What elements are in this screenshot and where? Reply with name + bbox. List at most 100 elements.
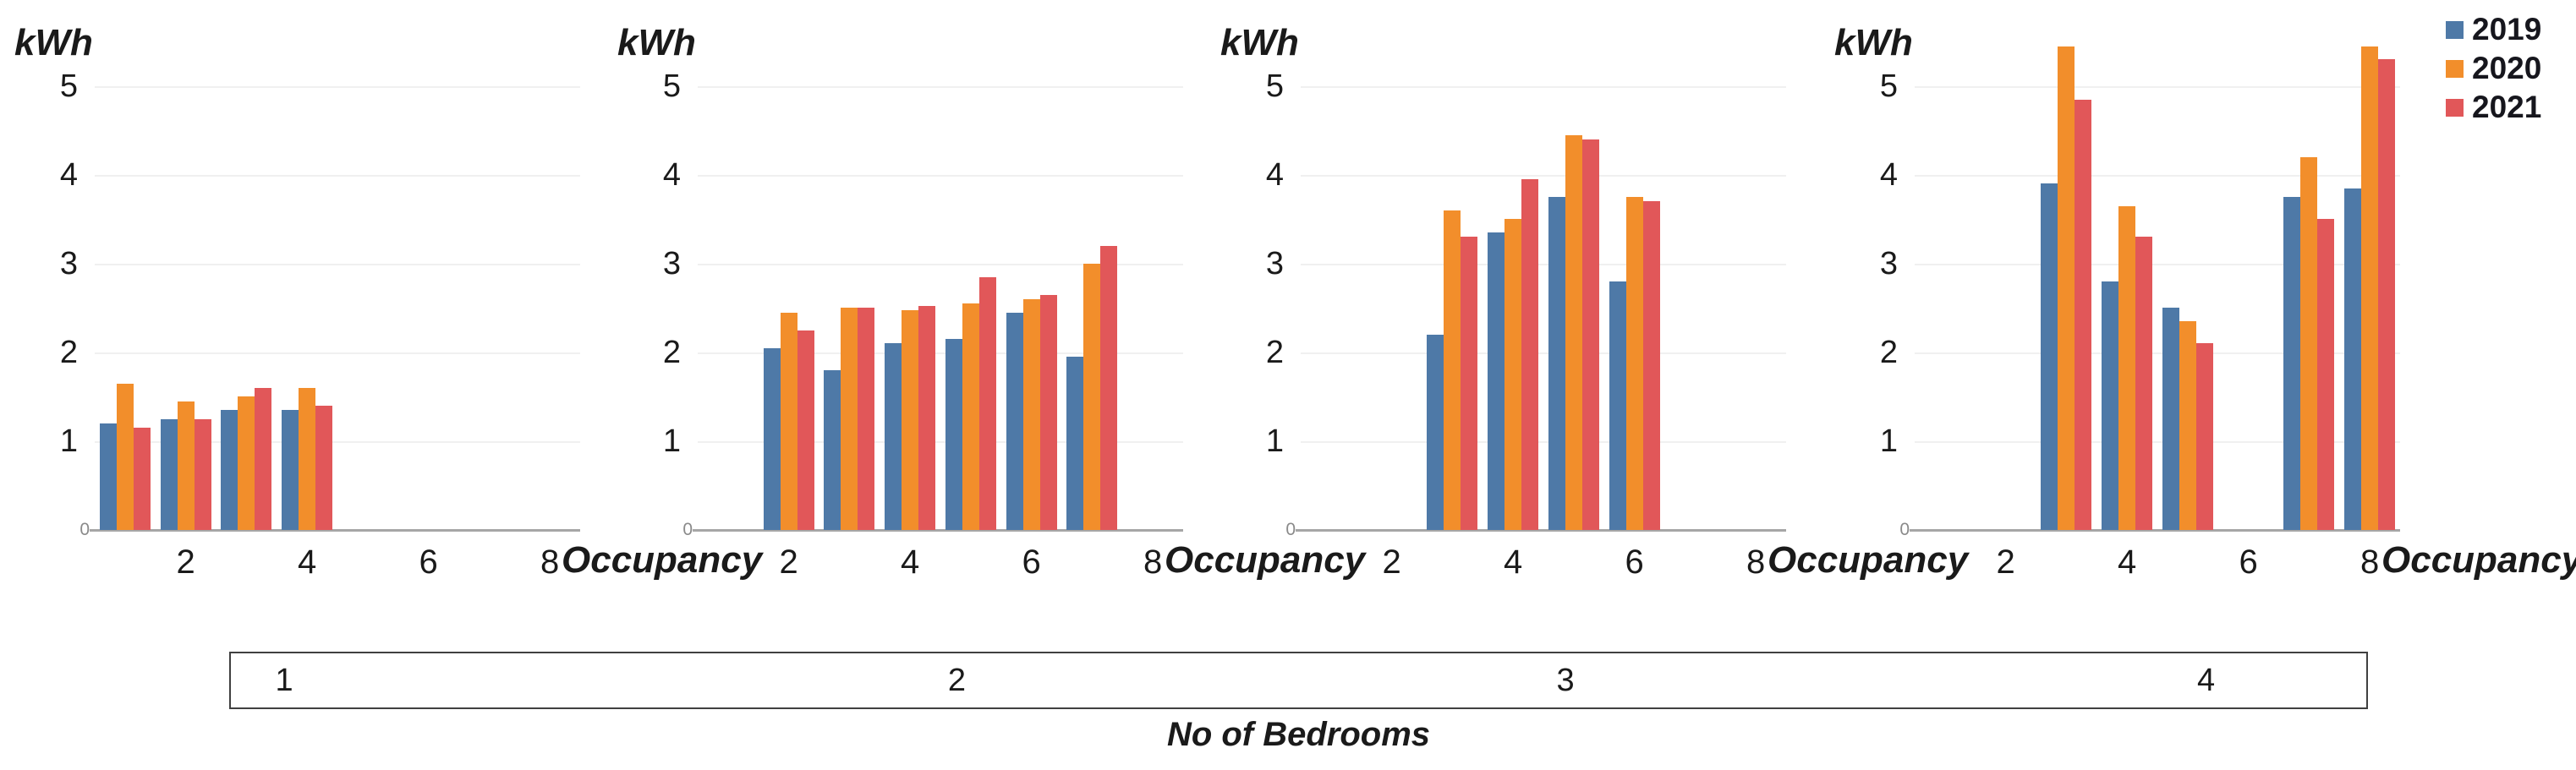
- gridline-2: [1915, 352, 2400, 354]
- x-tick-label-2: 2: [779, 543, 798, 581]
- bar-2020-occ4: [902, 310, 918, 530]
- gridline-1: [95, 441, 580, 443]
- legend-item-2020: 2020: [2446, 49, 2541, 88]
- gridline-2: [1301, 352, 1786, 354]
- y-tick-label-3: 3: [1879, 246, 1898, 281]
- bar-2019-occ5: [1548, 197, 1565, 530]
- y-tick-label-1: 1: [1265, 423, 1284, 459]
- x-axis-line: [693, 529, 1183, 532]
- bar-2020-occ3: [1444, 210, 1461, 530]
- bar-2020-occ2: [178, 401, 195, 530]
- bar-2019-occ4: [2102, 281, 2118, 530]
- x-tick-label-4: 4: [901, 543, 920, 581]
- bar-2021-occ6: [1643, 201, 1660, 530]
- legend-label-2021: 2021: [2472, 90, 2542, 124]
- bedrooms-label-4: 4: [2197, 663, 2216, 698]
- bar-2020-occ4: [2118, 206, 2135, 530]
- bar-2021-occ4: [2135, 237, 2152, 530]
- x-axis-title: Occupancy: [562, 539, 763, 581]
- bedrooms-label-3: 3: [1556, 663, 1575, 698]
- bar-2021-occ2: [195, 419, 211, 530]
- origin-label: 0: [682, 520, 693, 539]
- y-tick-label-3: 3: [1265, 246, 1284, 281]
- y-axis-title: kWh: [617, 22, 696, 63]
- bar-2020-occ4: [1504, 219, 1521, 530]
- gridline-1: [698, 441, 1183, 443]
- bar-2019-occ2: [764, 348, 781, 530]
- y-axis-title: kWh: [1834, 22, 1913, 63]
- x-axis-title: Occupancy: [2381, 539, 2576, 581]
- y-tick-label-4: 4: [662, 157, 681, 193]
- x-tick-label-6: 6: [1022, 543, 1041, 581]
- y-tick-label-1: 1: [662, 423, 681, 459]
- x-tick-label-6: 6: [1625, 543, 1644, 581]
- bar-2020-occ2: [781, 313, 797, 530]
- bar-2021-occ5: [979, 277, 996, 530]
- bar-2019-occ4: [885, 343, 902, 530]
- bar-2020-occ6: [1626, 197, 1643, 530]
- origin-label: 0: [79, 520, 90, 539]
- bar-2020-occ3: [841, 308, 858, 530]
- origin-label: 0: [1899, 520, 1910, 539]
- bar-2021-occ4: [1521, 179, 1538, 530]
- x-tick-label-4: 4: [298, 543, 317, 581]
- x-tick-label-4: 4: [2118, 543, 2137, 581]
- legend-swatch-2019: [2446, 20, 2464, 39]
- x-axis-line: [1910, 529, 2400, 532]
- gridline-4: [1915, 175, 2400, 177]
- gridline-5: [1301, 86, 1786, 88]
- y-tick-label-4: 4: [1265, 157, 1284, 193]
- chart-legend: 2019 2020 2021: [2446, 10, 2541, 127]
- bedrooms-label-2: 2: [947, 663, 967, 698]
- bar-2019-occ7: [1066, 357, 1083, 530]
- bar-2021-occ8: [2378, 59, 2395, 530]
- gridline-4: [1301, 175, 1786, 177]
- x-tick-label-6: 6: [2239, 543, 2258, 581]
- x-axis-line: [1296, 529, 1786, 532]
- y-tick-label-2: 2: [662, 335, 681, 370]
- gridline-2: [698, 352, 1183, 354]
- gridline-4: [698, 175, 1183, 177]
- x-axis-line: [90, 529, 580, 532]
- y-tick-label-3: 3: [59, 246, 78, 281]
- bar-2021-occ7: [1100, 246, 1117, 530]
- x-tick-label-8: 8: [1746, 543, 1766, 581]
- bar-2020-occ6: [1023, 299, 1040, 530]
- gridline-5: [95, 86, 580, 88]
- bar-2021-occ5: [2196, 343, 2213, 530]
- gridline-3: [698, 264, 1183, 265]
- legend-swatch-2021: [2446, 98, 2464, 117]
- legend-item-2021: 2021: [2446, 88, 2541, 127]
- bar-2021-occ5: [1582, 139, 1599, 530]
- x-tick-label-8: 8: [540, 543, 560, 581]
- y-tick-label-4: 4: [1879, 157, 1898, 193]
- gridline-5: [1915, 86, 2400, 88]
- y-tick-label-2: 2: [59, 335, 78, 370]
- y-axis-title: kWh: [1220, 22, 1299, 63]
- legend-label-2020: 2020: [2472, 51, 2542, 85]
- bar-2020-occ7: [1083, 264, 1100, 530]
- bar-2020-occ4: [299, 388, 315, 530]
- y-tick-label-3: 3: [662, 246, 681, 281]
- y-axis-title: kWh: [14, 22, 93, 63]
- bar-2019-occ5: [945, 339, 962, 530]
- y-tick-label-5: 5: [1879, 68, 1898, 104]
- legend-swatch-2020: [2446, 59, 2464, 78]
- bedrooms-label-1: 1: [275, 663, 293, 698]
- bar-2021-occ3: [255, 388, 271, 530]
- x-axis-title: Occupancy: [1768, 539, 1969, 581]
- y-tick-label-1: 1: [59, 423, 78, 459]
- y-tick-label-4: 4: [59, 157, 78, 193]
- bar-2020-occ1: [117, 384, 134, 530]
- bar-2020-occ5: [2179, 321, 2196, 530]
- gridline-4: [95, 175, 580, 177]
- y-tick-label-5: 5: [59, 68, 78, 104]
- bar-2021-occ7: [2317, 219, 2334, 530]
- bar-2021-occ3: [2075, 100, 2091, 530]
- gridline-3: [1915, 264, 2400, 265]
- x-tick-label-8: 8: [1143, 543, 1163, 581]
- x-tick-label-6: 6: [419, 543, 438, 581]
- x-tick-label-2: 2: [1996, 543, 2015, 581]
- bar-2020-occ3: [2058, 46, 2075, 530]
